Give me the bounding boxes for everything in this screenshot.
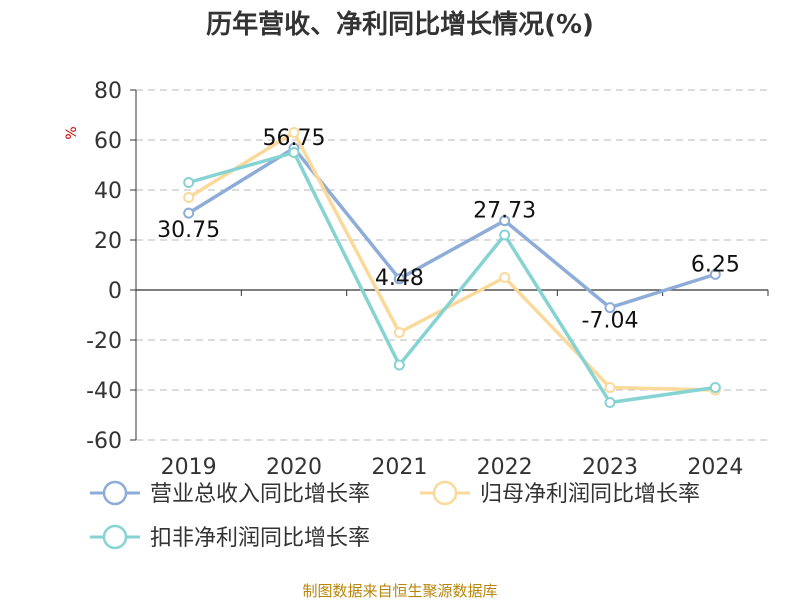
y-tick-label: 0 xyxy=(108,279,122,304)
data-point xyxy=(709,268,721,280)
data-label: 56.75 xyxy=(263,126,326,151)
legend-marker xyxy=(102,524,128,550)
series xyxy=(183,127,721,408)
data-point xyxy=(393,359,405,371)
legend-item-label: 归母净利润同比增长率 xyxy=(480,482,700,507)
data-label: 6.25 xyxy=(691,252,740,277)
series-line-2 xyxy=(187,130,716,392)
data-label: -7.04 xyxy=(582,309,639,334)
data-point xyxy=(288,147,300,158)
data-point xyxy=(499,229,511,241)
y-tick-label: 80 xyxy=(94,79,122,104)
data-point xyxy=(709,382,721,393)
data-point xyxy=(183,207,195,219)
x-tick-label: 2022 xyxy=(477,455,533,480)
chart-title: 历年营收、净利同比增长情况(%) xyxy=(206,9,594,40)
data-point xyxy=(393,327,405,338)
data-point xyxy=(604,397,616,408)
data-point xyxy=(183,192,195,203)
data-point xyxy=(604,302,616,314)
data-point xyxy=(499,272,511,283)
legend-item-label: 扣非净利润同比增长率 xyxy=(150,526,370,551)
data-label: 30.75 xyxy=(157,218,220,243)
x-tick-label: 2020 xyxy=(266,455,322,480)
data-labels: 30.75 56.75 4.48 27.73 -7.04 6.25 xyxy=(157,126,740,333)
y-axis-label: % xyxy=(64,126,80,139)
axes: 80 60 40 20 0 -20 -40 -60 2019 2020 2021 2022 2023 20… xyxy=(86,79,769,480)
x-tick-label: 2019 xyxy=(161,455,217,480)
data-label: 27.73 xyxy=(473,199,536,224)
x-tick-label: 2024 xyxy=(687,455,743,480)
legend-marker xyxy=(432,480,458,506)
data-point xyxy=(499,215,511,227)
source-note: 制图数据来自恒生聚源数据库 xyxy=(302,582,497,600)
data-point xyxy=(604,382,616,393)
y-tick-label: -60 xyxy=(86,429,122,454)
x-tick-label: 2021 xyxy=(371,455,427,480)
grid xyxy=(136,89,768,441)
legend-item-label: 营业总收入同比增长率 xyxy=(150,482,370,507)
y-tick-label: -40 xyxy=(86,379,122,404)
data-label: 4.48 xyxy=(375,266,424,291)
data-point xyxy=(393,273,405,285)
legend-marker xyxy=(102,480,128,506)
data-point xyxy=(288,127,300,138)
y-tick-label: 60 xyxy=(94,129,122,154)
y-tick-label: 40 xyxy=(94,179,122,204)
series-line-1 xyxy=(187,146,716,310)
y-tick-label: -20 xyxy=(86,329,122,354)
series-line-3 xyxy=(188,150,716,405)
x-tick-label: 2023 xyxy=(582,455,638,480)
data-point xyxy=(183,177,195,188)
y-tick-label: 20 xyxy=(94,229,122,254)
